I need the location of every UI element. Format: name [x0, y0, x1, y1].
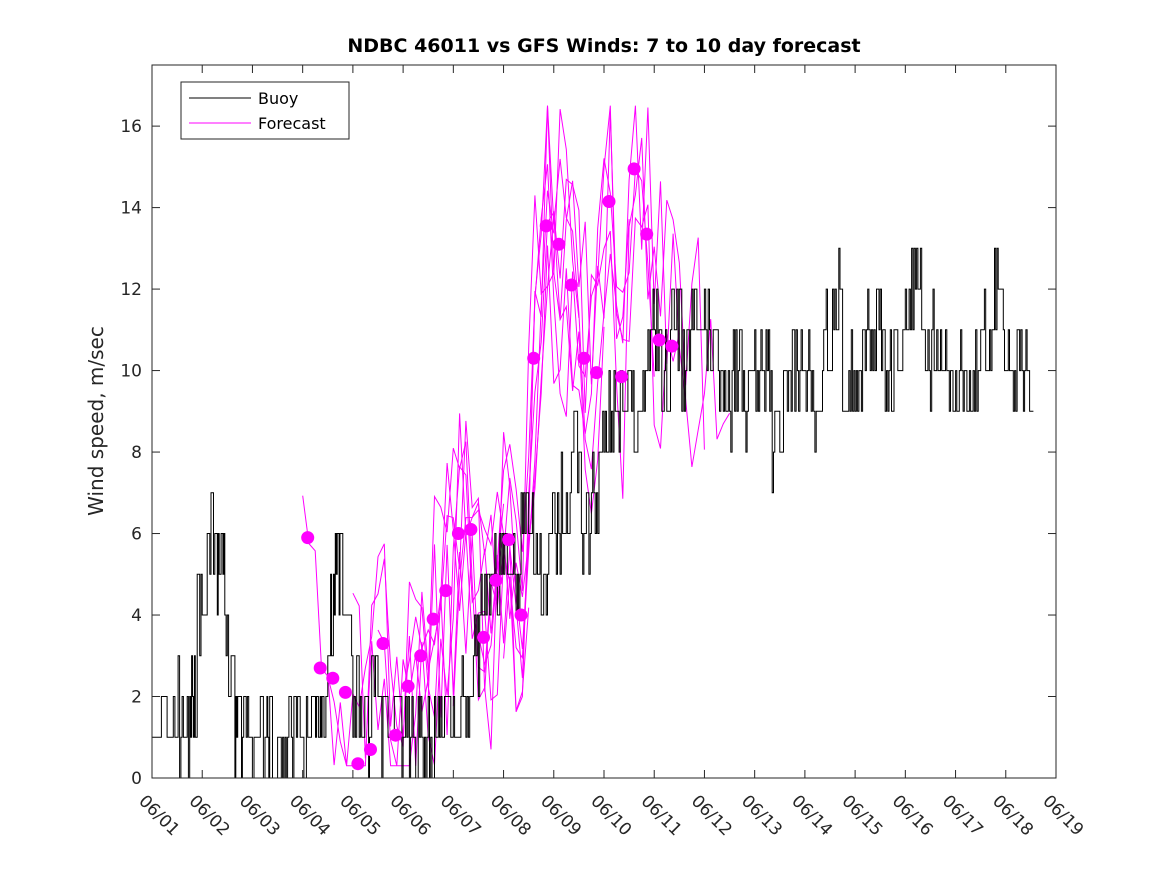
y-tick-label: 8: [131, 443, 142, 463]
forecast-member-line: [528, 105, 731, 527]
y-tick-label: 12: [120, 280, 142, 300]
forecast-dot: [552, 237, 566, 251]
y-tick-label: 2: [131, 688, 142, 708]
forecast-dot: [351, 757, 365, 771]
forecast-dot: [477, 630, 490, 644]
forecast-dot: [615, 370, 629, 384]
chart-title: NDBC 46011 vs GFS Winds: 7 to 10 day for…: [347, 35, 860, 57]
forecast-dot: [338, 685, 352, 699]
forecast-dot: [514, 608, 528, 622]
forecast-dot: [564, 278, 578, 292]
y-tick-label: 16: [120, 117, 142, 137]
forecast-dot: [627, 162, 641, 176]
legend-buoy-label: Buoy: [258, 89, 298, 108]
forecast-dot: [640, 227, 654, 241]
legend-forecast-label: Forecast: [258, 114, 326, 133]
y-tick-label: 4: [131, 606, 142, 626]
y-axis: 0 2 4 6 8 10 12 14 16: [120, 117, 1056, 789]
legend-box: [180, 81, 350, 140]
forecast-dot: [590, 366, 603, 380]
forecast-dot: [502, 533, 516, 547]
forecast-member-line: [452, 158, 655, 707]
forecast-dot: [414, 649, 428, 663]
forecast-dot: [439, 584, 453, 598]
forecast-dot: [364, 743, 377, 756]
forecast-dot: [326, 671, 340, 685]
y-tick-label: 14: [120, 199, 142, 219]
forecast-dot: [602, 195, 616, 208]
forecast-dot: [527, 351, 541, 365]
forecast-series-group: [302, 105, 731, 767]
y-axis-label: Wind speed, m/sec: [84, 326, 108, 516]
forecast-dot: [577, 351, 591, 365]
y-tick-label: 10: [120, 362, 142, 382]
forecast-dot: [665, 339, 679, 353]
forecast-dot: [489, 573, 503, 587]
forecast-dot: [426, 612, 440, 626]
forecast-dot: [301, 531, 315, 545]
y-tick-label: 6: [131, 525, 142, 545]
forecast-dot: [401, 679, 415, 693]
forecast-dot: [652, 333, 666, 347]
forecast-dot: [389, 728, 403, 742]
forecast-dot: [451, 527, 465, 540]
forecast-member-line: [477, 111, 680, 667]
forecast-dot: [376, 637, 390, 650]
forecast-dots-group: [301, 162, 679, 771]
forecast-dot: [464, 523, 478, 536]
legend: Buoy Forecast: [180, 81, 350, 140]
y-tick-label: 0: [131, 769, 142, 789]
forecast-member-line: [503, 137, 705, 712]
forecast-dot: [313, 661, 327, 675]
forecast-dot: [539, 219, 553, 233]
